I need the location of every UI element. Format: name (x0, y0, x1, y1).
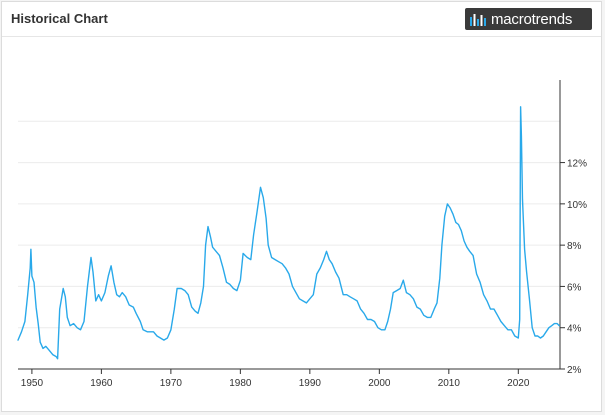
y-tick-label-12: 12% (567, 159, 587, 170)
y-tick-label-2: 2% (567, 365, 582, 376)
chart-header-title: Historical Chart (11, 11, 108, 26)
axes (18, 80, 565, 374)
x-tick-label-1960: 1960 (90, 378, 113, 389)
macrotrends-bars-icon (470, 14, 486, 26)
x-tick-label-1970: 1970 (160, 378, 183, 389)
y-tick-label-10: 10% (567, 200, 587, 211)
macrotrends-logo[interactable]: macrotrends (465, 8, 592, 30)
series-layer (17, 106, 560, 360)
series-line-0[interactable] (17, 106, 560, 360)
y-tick-label-8: 8% (567, 241, 582, 252)
x-tick-label-2020: 2020 (507, 378, 530, 389)
logo-text: macrotrends (491, 10, 573, 28)
x-tick-label-1980: 1980 (229, 378, 252, 389)
grid-lines (18, 120, 560, 329)
x-tick-label-1990: 1990 (299, 378, 322, 389)
y-tick-label-4: 4% (567, 324, 582, 335)
y-tick-label-6: 6% (567, 282, 582, 293)
tick-labels: 1950 1960 1970 1980 1990 2000 2010 2020 2% 4% 6% 8%… (21, 159, 587, 389)
chart-header: Historical Chart macrotrends (2, 2, 601, 37)
x-tick-label-2000: 2000 (368, 378, 391, 389)
x-tick-label-2010: 2010 (438, 378, 461, 389)
x-tick-label-1950: 1950 (21, 378, 44, 389)
